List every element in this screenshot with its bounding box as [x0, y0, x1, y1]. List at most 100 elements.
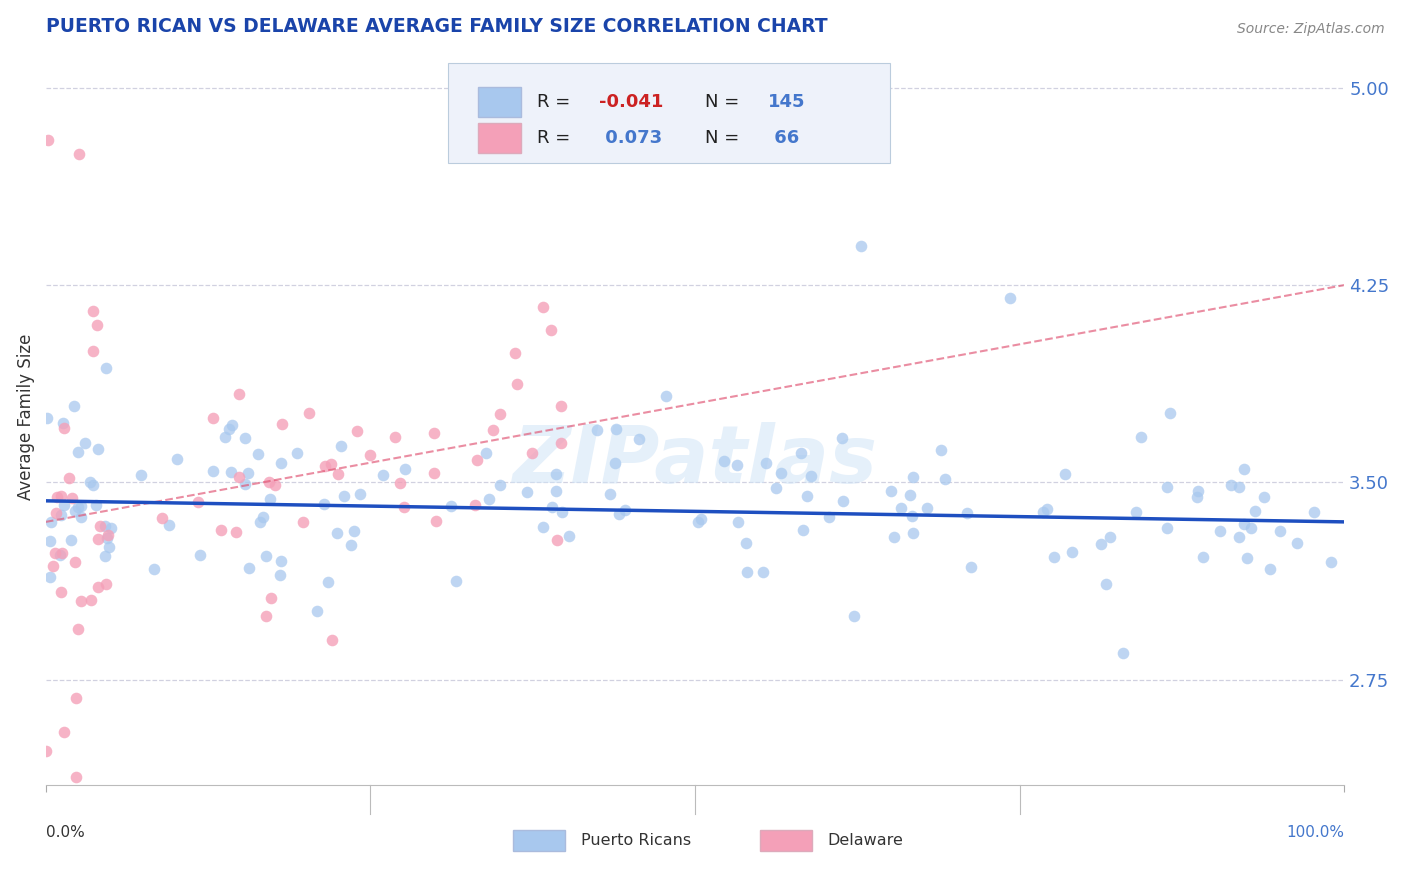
Point [269, 568, 291, 582]
Point [87, 580, 110, 594]
Point [1032, 505, 1054, 519]
Point [325, 525, 347, 540]
Point [37, 411, 59, 425]
Point [713, 454, 735, 468]
Point [489, 407, 512, 421]
Point [249, 515, 271, 529]
Point [550, 505, 572, 519]
Point [236, 466, 259, 480]
Point [371, 467, 394, 482]
Point [333, 489, 356, 503]
Point [506, 376, 529, 391]
Point [605, 422, 627, 436]
Point [60, 491, 83, 505]
Point [752, 565, 775, 579]
Point [842, 609, 865, 624]
Point [481, 423, 503, 437]
Point [1270, 524, 1292, 538]
Point [607, 507, 630, 521]
Point [270, 554, 292, 568]
Point [82, 304, 104, 318]
Point [37, 133, 59, 147]
Point [233, 431, 256, 445]
Point [734, 536, 756, 550]
Point [321, 632, 343, 647]
Point [225, 524, 247, 539]
Point [49, 508, 72, 522]
Point [1054, 467, 1077, 482]
Point [727, 515, 749, 529]
Point [389, 476, 412, 491]
Point [531, 300, 554, 314]
Point [96, 361, 118, 376]
Point [235, 477, 257, 491]
Point [80, 593, 103, 607]
Point [849, 238, 872, 252]
Point [228, 470, 250, 484]
Point [259, 491, 281, 506]
Point [1060, 544, 1083, 558]
Point [690, 512, 713, 526]
Point [259, 591, 281, 605]
Point [444, 574, 467, 588]
Text: R =: R = [537, 129, 575, 147]
Point [263, 478, 285, 492]
Point [1112, 647, 1135, 661]
Point [929, 443, 952, 458]
Point [346, 424, 368, 438]
Point [349, 487, 371, 501]
Point [1095, 576, 1118, 591]
Point [65, 691, 87, 706]
Point [69, 594, 91, 608]
Point [790, 446, 813, 460]
Point [63, 504, 86, 518]
Point [384, 430, 406, 444]
Point [817, 510, 839, 524]
Point [48, 548, 70, 562]
Point [1233, 461, 1256, 475]
Text: N =: N = [706, 129, 745, 147]
Point [755, 457, 778, 471]
Point [769, 466, 792, 480]
Text: 0.0%: 0.0% [46, 825, 84, 840]
Point [440, 499, 463, 513]
Point [1036, 502, 1059, 516]
Point [1236, 550, 1258, 565]
Point [252, 510, 274, 524]
Point [688, 515, 710, 529]
Point [89, 518, 111, 533]
Point [359, 448, 381, 462]
Point [340, 538, 363, 552]
Point [58, 471, 80, 485]
Point [541, 500, 564, 514]
Point [314, 498, 336, 512]
Point [1000, 291, 1022, 305]
Point [917, 501, 939, 516]
Point [599, 487, 621, 501]
Point [1043, 549, 1066, 564]
Point [603, 456, 626, 470]
Point [800, 469, 823, 483]
Point [238, 561, 260, 575]
Point [46, 490, 69, 504]
Point [1227, 480, 1250, 494]
Point [157, 518, 180, 533]
Point [901, 470, 924, 484]
Point [246, 447, 269, 461]
Point [97, 528, 120, 542]
Point [65, 770, 87, 784]
Point [259, 475, 281, 489]
Point [1253, 490, 1275, 504]
Point [1220, 477, 1243, 491]
Point [67, 146, 90, 161]
Point [901, 508, 924, 523]
Point [67, 623, 90, 637]
Point [890, 500, 912, 515]
Point [96, 531, 118, 545]
Point [330, 439, 353, 453]
Point [73, 435, 96, 450]
Point [219, 465, 242, 479]
Point [39, 534, 62, 549]
Point [221, 418, 243, 433]
Point [1233, 516, 1256, 531]
